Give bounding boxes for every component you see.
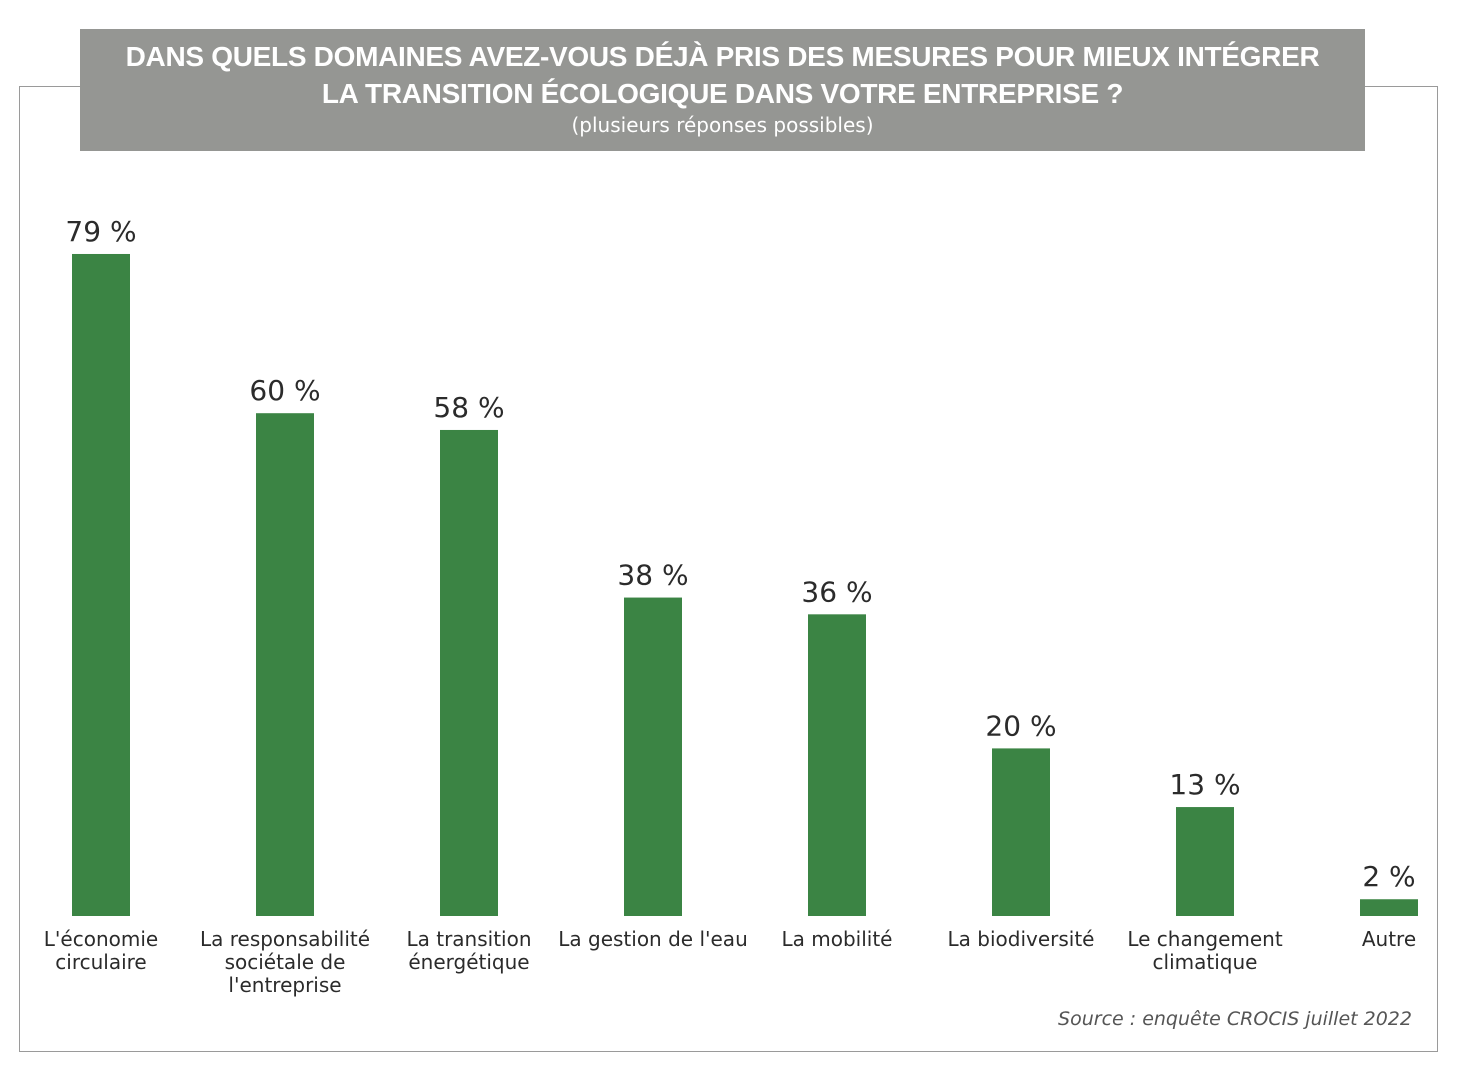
value-label-4: 38 % (617, 559, 688, 592)
value-label-8: 2 % (1362, 860, 1415, 893)
value-label-3: 58 % (433, 391, 504, 424)
category-label-3-line-2: énergétique (408, 950, 529, 974)
category-label-5-line-1: La mobilité (782, 927, 893, 951)
category-label-6-line-1: La biodiversité (948, 927, 1095, 951)
category-label-4-line-1: La gestion de l'eau (558, 927, 748, 951)
bar-4 (624, 597, 682, 916)
value-label-6: 20 % (985, 709, 1056, 742)
chart-title-line-1: DANS QUELS DOMAINES AVEZ-VOUS DÉJÀ PRIS … (125, 41, 1320, 72)
category-label-1-line-1: L'économie (44, 927, 158, 951)
value-label-1: 79 % (65, 215, 136, 248)
category-label-7-line-1: Le changement (1127, 927, 1283, 951)
source-note: Source : enquête CROCIS juillet 2022 (1058, 1008, 1412, 1030)
category-label-1: L'économie circulaire (44, 927, 158, 974)
chart-header: DANS QUELS DOMAINES AVEZ-VOUS DÉJÀ PRIS … (80, 29, 1365, 151)
category-label-8: Autre (1362, 927, 1416, 951)
category-label-3: La transition énergétique (406, 927, 531, 974)
bar-5 (808, 614, 866, 916)
chart-subtitle: (plusieurs réponses possibles) (571, 113, 874, 137)
bar-2 (256, 413, 314, 916)
category-label-1-line-2: circulaire (55, 950, 146, 974)
bar-1 (72, 253, 130, 917)
category-label-3-line-1: La transition (406, 927, 531, 951)
value-label-2: 60 % (249, 374, 320, 407)
category-label-7-line-2: climatique (1153, 950, 1258, 974)
category-label-4: La gestion de l'eau (558, 927, 748, 951)
category-label-2: La responsabilité sociétale de l'entrepris… (200, 927, 370, 997)
category-label-7: Le changement climatique (1127, 927, 1283, 974)
chart-title-line-2: LA TRANSITION ÉCOLOGIQUE DANS VOTRE ENTR… (321, 78, 1124, 109)
bar-8 (1360, 899, 1418, 916)
category-label-5: La mobilité (782, 927, 893, 951)
value-label-7: 13 % (1169, 768, 1240, 801)
category-label-2-line-3: l'entreprise (228, 973, 341, 997)
category-label-6: La biodiversité (948, 927, 1095, 951)
bar-7 (1176, 807, 1234, 916)
bar-6 (992, 748, 1050, 916)
category-label-2-line-1: La responsabilité (200, 927, 370, 951)
value-label-5: 36 % (801, 575, 872, 608)
bar-3 (440, 429, 498, 916)
category-label-2-line-2: sociétale de (225, 950, 346, 974)
category-label-8-line-1: Autre (1362, 927, 1416, 951)
